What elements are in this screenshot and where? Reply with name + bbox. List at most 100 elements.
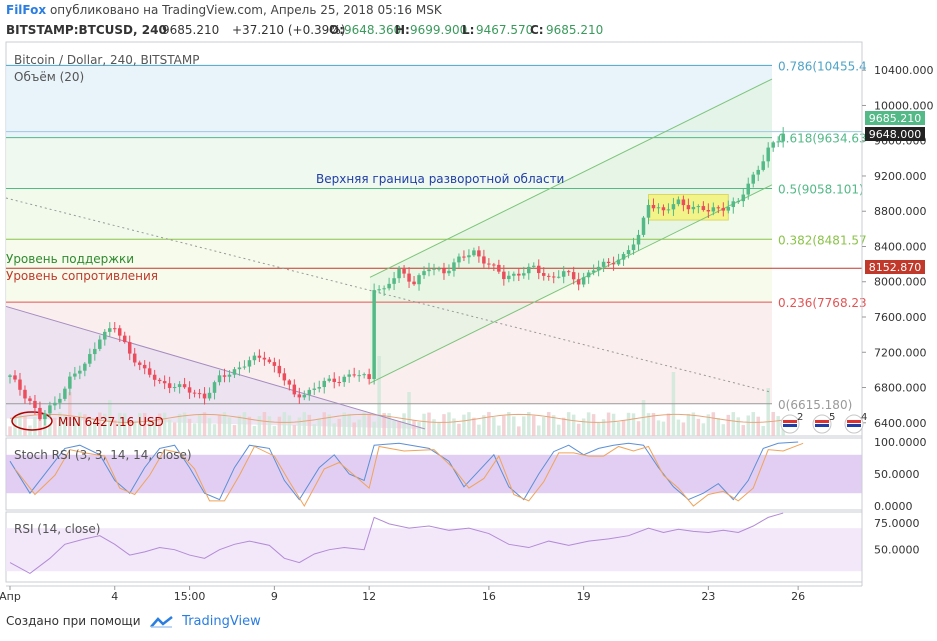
candle-body <box>68 376 72 389</box>
volume-bar <box>477 424 481 436</box>
volume-bar <box>33 417 37 436</box>
volume-bar <box>262 412 267 436</box>
flag-stripe <box>815 420 829 423</box>
pair-legend: Bitcoin / Dollar, 240, BITSTAMP <box>14 53 199 67</box>
candle-body <box>477 250 481 257</box>
candle-body <box>601 261 606 267</box>
candle-body <box>352 374 356 376</box>
candle <box>282 368 287 386</box>
volume-bar <box>566 412 571 436</box>
volume-bar <box>192 423 197 436</box>
volume-bar <box>327 414 331 436</box>
candle <box>641 215 646 238</box>
candle <box>532 262 536 270</box>
candle <box>447 264 451 276</box>
volume-bar <box>372 421 376 436</box>
candle <box>397 265 401 283</box>
candle-body <box>482 256 486 264</box>
candle-body <box>636 234 641 245</box>
candle <box>98 335 102 352</box>
volume-bar <box>452 418 456 436</box>
volume-bar <box>277 416 282 436</box>
candle <box>407 267 411 288</box>
candle <box>332 372 336 389</box>
candle <box>317 380 322 393</box>
volume-bar <box>517 426 521 436</box>
resistance-annotation: Уровень сопротивления <box>6 269 158 283</box>
candle <box>442 262 446 280</box>
candle-body <box>457 256 461 263</box>
candle-body <box>347 374 351 377</box>
candle-body <box>63 388 67 399</box>
channel-lower-line <box>369 184 773 384</box>
candle-body <box>247 360 252 367</box>
event-flag-icon[interactable]: 4 <box>844 412 867 434</box>
candle-body <box>297 394 302 398</box>
candle <box>48 401 52 418</box>
volume-bar <box>88 422 92 436</box>
candle <box>522 266 526 279</box>
candle-body <box>23 389 27 399</box>
tradingview-link[interactable]: TradingView <box>182 614 261 629</box>
min-price-annotation: MIN 6427.16 USD <box>58 415 164 429</box>
volume-bar <box>78 412 82 436</box>
volume-bar <box>322 412 327 436</box>
candle <box>706 203 711 218</box>
volume-bar <box>347 413 351 436</box>
candle-body <box>312 388 317 390</box>
candle <box>372 283 376 385</box>
candle-body <box>98 339 102 349</box>
candle <box>696 204 701 214</box>
candle-body <box>681 199 686 206</box>
candle-body <box>706 209 711 212</box>
upper-bound-annotation: Верхняя граница разворотной области <box>316 172 564 186</box>
candle-body <box>756 169 760 175</box>
candle <box>58 393 62 409</box>
volume-bar <box>551 415 556 436</box>
fib-zone <box>6 65 772 138</box>
candle <box>377 285 381 294</box>
volume-bar <box>127 421 132 436</box>
candle <box>462 250 466 262</box>
dotted-trend-line <box>5 197 771 393</box>
chart-area[interactable]: BITSTAMP:BTCUSD, 240 9685.210 +37.210 (+… <box>0 0 937 608</box>
volume-bar <box>512 416 516 436</box>
candle <box>472 247 476 257</box>
volume-bar <box>651 412 656 436</box>
volume-bar <box>532 415 536 436</box>
candle-body <box>527 266 531 274</box>
candle <box>766 142 770 168</box>
candle <box>387 277 391 291</box>
event-flag-icon[interactable]: 5 <box>812 412 835 434</box>
candle-body <box>108 328 112 332</box>
time-tick-label: 19 <box>577 590 591 603</box>
candle <box>207 387 212 401</box>
price-tick-label: 9200.000 <box>874 170 927 183</box>
volume-bar <box>117 412 122 436</box>
candle <box>357 370 361 382</box>
event-flag-icon[interactable]: 2 <box>780 412 803 434</box>
volume-bar <box>706 414 711 436</box>
price-change: +37.210 (+0.39%) <box>232 23 345 37</box>
open-label: O: <box>329 23 344 37</box>
candle <box>571 266 576 285</box>
time-tick-label: 23 <box>701 590 715 603</box>
author-name[interactable]: FilFox <box>6 3 47 17</box>
candle <box>88 348 92 367</box>
volume-bar <box>182 412 187 436</box>
candle <box>422 266 426 279</box>
candle-body <box>227 374 232 377</box>
candle-body <box>596 266 601 271</box>
stoch-band <box>6 454 862 494</box>
volume-bar <box>741 425 746 436</box>
candle <box>53 396 57 411</box>
candle-body <box>437 268 441 270</box>
candle <box>132 347 137 367</box>
candle-body <box>317 387 322 389</box>
volume-bar <box>287 415 292 436</box>
volume-bar <box>28 425 32 436</box>
candle-body <box>432 268 436 270</box>
candle <box>68 371 72 396</box>
volume-bar <box>402 413 406 436</box>
candle-body <box>38 407 42 420</box>
